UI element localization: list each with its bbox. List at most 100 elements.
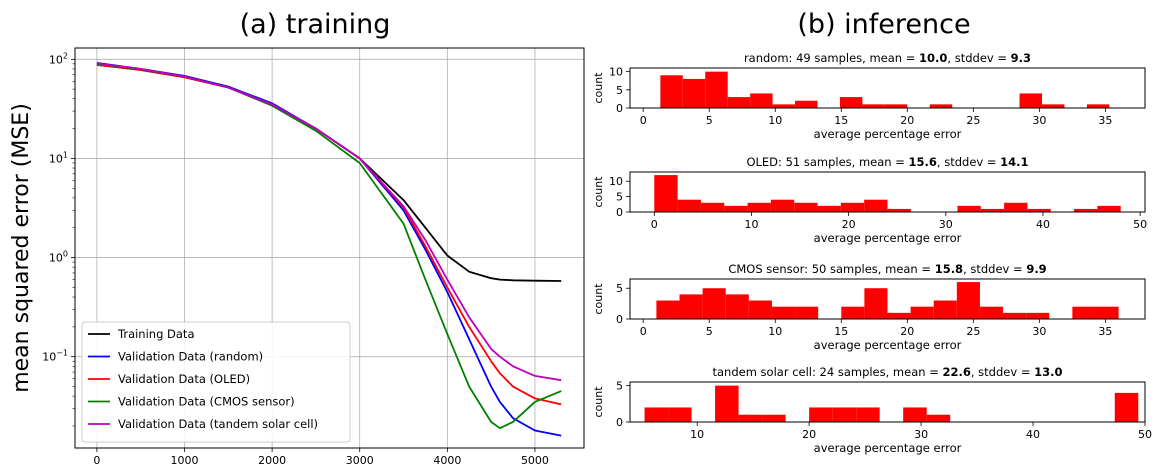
title-prefix: tandem solar cell: 24 samples, mean = <box>712 365 942 379</box>
x-tick-label: 30 <box>1032 114 1046 127</box>
histogram-title: OLED: 51 samples, mean = 15.6, stddev = … <box>746 155 1028 169</box>
histogram-bar <box>1026 312 1050 319</box>
histogram-bar <box>794 202 818 212</box>
x-tick-label: 10 <box>744 218 758 231</box>
histogram-bar <box>770 199 795 212</box>
y-tick-label: 0 <box>616 416 623 429</box>
histogram-cmos-sensor: CMOS sensor: 50 samples, mean = 15.8, st… <box>592 262 1146 352</box>
x-tick-label: 25 <box>966 114 980 127</box>
x-tick-label: 20 <box>842 218 856 231</box>
histogram-tandem-solar-cell: tandem solar cell: 24 samples, mean = 22… <box>592 365 1152 455</box>
legend-label-3: Validation Data (CMOS sensor) <box>118 395 295 409</box>
title-stddev: 9.3 <box>1011 51 1031 65</box>
x-tick-label: 0 <box>651 218 658 231</box>
x-tick-label: 30 <box>939 218 953 231</box>
histogram-bar <box>668 407 692 422</box>
legend-label-4: Validation Data (tandem solar cell) <box>118 417 318 431</box>
title-mean: 15.8 <box>935 262 963 276</box>
histogram-bar <box>933 300 957 319</box>
y-tick-label: 5 <box>616 84 623 97</box>
histogram-bar <box>817 205 841 212</box>
title-mid: , stddev = <box>937 155 1000 169</box>
histogram-bar <box>1074 208 1098 212</box>
y-tick-label: 101 <box>49 150 68 165</box>
y-axis-label: mean squared error (MSE) <box>9 103 34 393</box>
x-axis-label: average percentage error <box>814 231 962 245</box>
histogram-bar <box>809 407 833 422</box>
x-tick-label: 20 <box>802 428 816 441</box>
x-tick-label: 25 <box>966 325 980 338</box>
histogram-bar <box>864 288 888 319</box>
histogram-bar <box>725 294 749 319</box>
histogram-bar <box>1097 205 1121 212</box>
y-tick-label: 0 <box>616 102 623 115</box>
histogram-bar <box>1003 312 1027 319</box>
y-tick-label: 5 <box>616 282 623 295</box>
x-tick-label: 15 <box>834 114 848 127</box>
x-axis-label: average percentage error <box>814 127 962 141</box>
histogram-title: CMOS sensor: 50 samples, mean = 15.8, st… <box>728 262 1046 276</box>
histogram-bar <box>644 407 669 422</box>
series-line-0 <box>96 63 562 282</box>
y-tick-label: 10−1 <box>42 349 68 364</box>
x-tick-label: 20 <box>900 325 914 338</box>
y-axis-label: count <box>592 283 605 315</box>
x-tick-label: 30 <box>914 428 928 441</box>
plot-frame <box>629 278 1146 320</box>
histogram-bar <box>979 306 1004 319</box>
y-tick-label: 10 <box>609 66 623 79</box>
title-stddev: 14.1 <box>1000 155 1028 169</box>
plot-frame <box>74 47 585 449</box>
x-tick-label: 5 <box>706 325 713 338</box>
histogram-title: tandem solar cell: 24 samples, mean = 22… <box>712 365 1062 379</box>
legend-label-0: Training Data <box>117 327 195 341</box>
y-axis-label: count <box>592 72 605 104</box>
training-chart: 01000200030004000500010210110010−1Epochm… <box>9 47 585 466</box>
legend-label-1: Validation Data (random) <box>118 350 263 364</box>
histogram-bar <box>884 104 908 108</box>
histogram-bar <box>1019 93 1042 108</box>
x-tick-label: 1000 <box>171 454 199 466</box>
y-tick-label: 102 <box>49 51 68 66</box>
series-line-4 <box>96 62 562 382</box>
histogram-bar <box>727 97 751 108</box>
title-mean: 10.0 <box>919 51 947 65</box>
x-tick-label: 50 <box>1138 428 1152 441</box>
histogram-bar <box>832 407 857 422</box>
x-tick-label: 3000 <box>346 454 374 466</box>
x-tick-label: 15 <box>834 325 848 338</box>
x-tick-label: 20 <box>900 114 914 127</box>
histogram-bar <box>887 312 911 319</box>
x-tick-label: 0 <box>93 454 100 466</box>
plot-frame <box>629 171 1146 213</box>
y-tick-label: 5 <box>616 380 623 393</box>
histogram-bar <box>862 104 885 108</box>
histogram-bar <box>887 208 911 212</box>
histogram-bar <box>705 71 728 108</box>
histogram-bar <box>856 407 880 422</box>
y-tick-label: 0 <box>616 206 623 219</box>
x-tick-label: 10 <box>690 428 704 441</box>
title-stddev: 13.0 <box>1034 365 1062 379</box>
title-mean: 15.6 <box>909 155 937 169</box>
x-tick-label: 35 <box>1098 114 1112 127</box>
plot-frame <box>629 67 1146 109</box>
histogram-bar <box>679 294 703 319</box>
x-tick-label: 5 <box>706 114 713 127</box>
histogram-bar <box>840 202 865 212</box>
x-tick-label: 10 <box>768 325 782 338</box>
histogram-bar <box>1114 392 1139 422</box>
x-axis-label: average percentage error <box>814 441 962 455</box>
histogram-bar <box>1027 208 1051 212</box>
title-mean: 22.6 <box>943 365 971 379</box>
histogram-bar <box>795 306 819 319</box>
histogram-bar <box>926 414 951 422</box>
legend: Training Data Validation Data (random) Val… <box>81 321 351 443</box>
histogram-bar <box>724 205 748 212</box>
histogram-bar <box>1042 104 1065 108</box>
histogram-bar <box>677 199 701 212</box>
panel-a-title: (a) training <box>240 9 391 40</box>
histogram-bar <box>715 385 739 422</box>
histogram-bar <box>747 202 771 212</box>
